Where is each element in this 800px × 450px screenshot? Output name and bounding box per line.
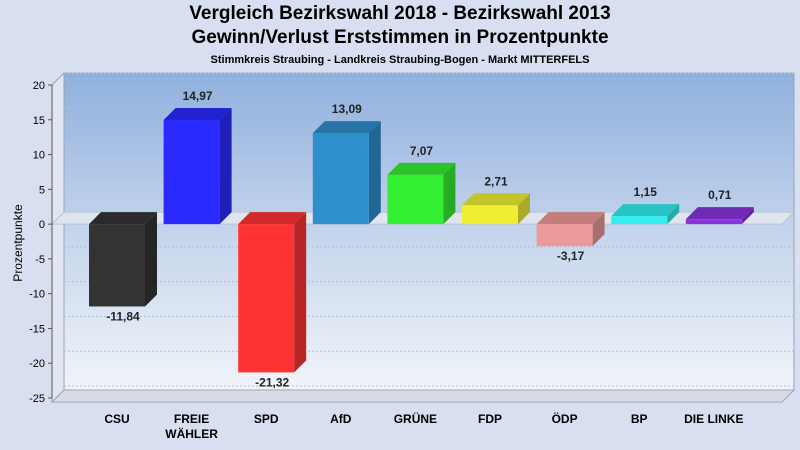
bar [387,162,456,225]
bar-top [536,212,605,225]
x-tick-label: FREIE [174,412,209,426]
x-tick-label: FDP [478,412,502,426]
bar-front [89,224,145,307]
bar-value-label: 14,97 [183,89,213,103]
bar [462,193,530,225]
bar [611,204,680,225]
y-tick-label: -15 [29,323,45,335]
y-tick-label: -5 [35,254,45,266]
chart-subsubtitle: Stimmkreis Straubing - Landkreis Straubi… [210,54,590,66]
bar-side [667,204,680,225]
y-axis-label: Prozentpunkte [11,204,25,282]
bar [238,212,307,373]
bar-side [368,121,381,225]
x-tick-label: GRÜNE [394,411,437,426]
bar-side [294,212,307,373]
x-tick-label: BP [631,412,648,426]
chart-subtitle: Gewinn/Verlust Erststimmen in Prozentpun… [191,27,609,48]
bar-top [387,162,456,175]
y-tick-label: 10 [33,150,45,162]
bar-top [611,204,680,217]
bar-value-label: -3,17 [557,249,585,263]
bar-front [387,174,444,225]
bar-front [611,216,668,225]
plot-side-wall [51,71,65,404]
bar-value-label: -11,84 [106,309,140,323]
bar-top [163,107,232,120]
y-tick-label: 20 [33,80,45,92]
bar-value-label: 2,71 [484,174,508,188]
x-tick-label: SPD [254,412,279,426]
bar-front [536,224,593,247]
bar [89,212,157,307]
y-tick-label: -20 [29,358,45,370]
y-tick-label: 15 [33,115,45,127]
bar-side [443,162,456,225]
chart-title: Vergleich Bezirkswahl 2018 - Bezirkswahl… [189,3,611,24]
y-tick-label: -10 [29,289,45,301]
x-tick-label: WÄHLER [165,426,218,441]
bar-front [238,224,295,373]
bar-value-label: 0,71 [708,188,732,202]
y-tick-label: -25 [29,393,45,405]
bar-top [312,121,381,134]
bar [163,107,232,225]
bar-front [685,219,742,225]
bar-front [312,133,369,225]
y-tick-label: 5 [39,184,45,196]
bar-side [592,212,605,247]
bar-side [219,107,232,225]
bar-top [89,212,157,225]
plot-floor [50,389,796,403]
x-tick-label: AfD [330,412,352,426]
bar [536,212,605,247]
x-tick-label: ÖDP [552,411,578,426]
bar-top [685,207,754,220]
bar-top [238,212,307,225]
bar-value-label: 13,09 [332,102,362,116]
bar-front [163,119,220,225]
bar-front [462,205,518,225]
bar [312,121,381,225]
x-tick-label: CSU [104,412,129,426]
bar-value-label: 1,15 [634,185,658,199]
bar-side [145,212,157,307]
bar-value-label: 7,07 [410,144,434,158]
bar [685,207,754,225]
bar-side [741,207,754,225]
bar-side [518,193,530,225]
y-tick-label: 0 [39,219,45,231]
bar-value-label: -21,32 [255,375,289,389]
x-tick-label: DIE LINKE [684,412,743,426]
bar-top [462,193,530,206]
